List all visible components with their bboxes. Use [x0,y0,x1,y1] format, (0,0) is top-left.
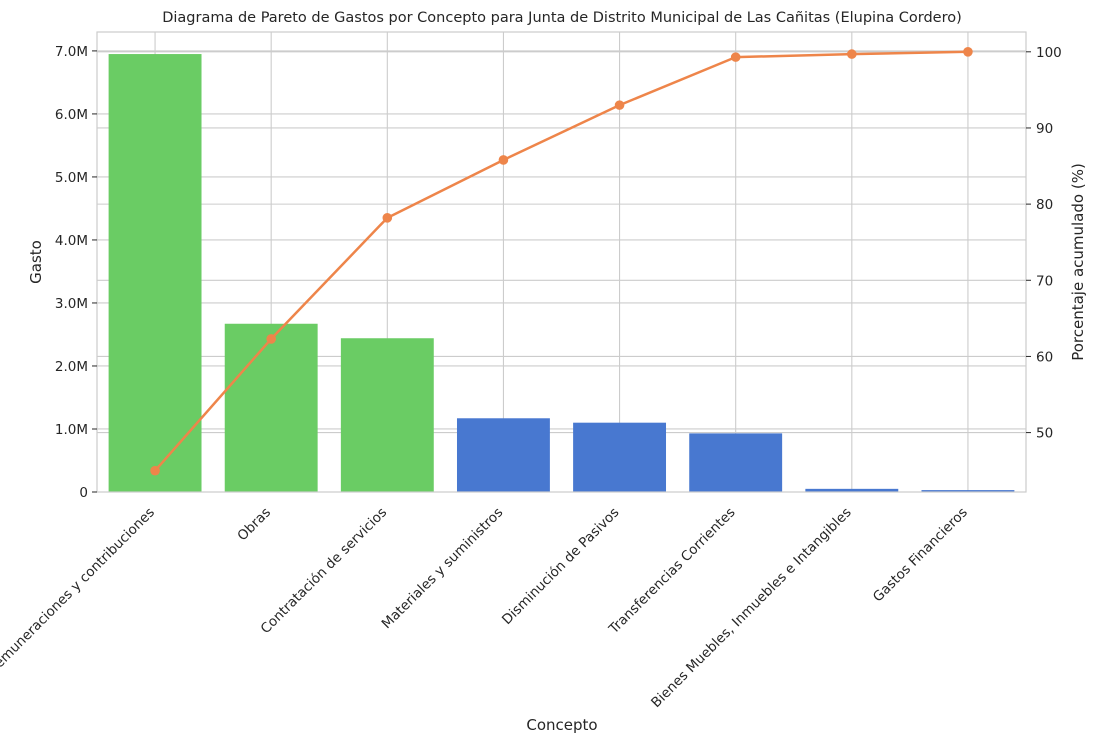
cumulative-point [730,52,741,62]
y-tick-label: 4.0M [55,233,88,249]
cumulative-point [498,155,509,165]
y-tick-label: 2.0M [55,359,88,375]
cumulative-point [614,100,625,110]
x-tick-label: Transferencias Corrientes [605,505,738,638]
y2-tick-label: 80 [1036,197,1053,213]
y2-tick-label: 60 [1036,349,1053,365]
y2-tick-label: 50 [1036,426,1053,442]
y2-axis-label: Porcentaje acumulado (%) [1069,163,1087,361]
x-tick-label: Obras [234,505,274,545]
bar [456,418,550,492]
y-tick-label: 0 [79,485,88,501]
x-axis-label: Concepto [526,716,597,734]
bar [921,490,1015,492]
chart-title: Diagrama de Pareto de Gastos por Concept… [162,10,962,26]
y2-axis-ticks: 50 60 70 80 90 100 [1026,45,1062,442]
y-tick-label: 1.0M [55,422,88,438]
bar [689,433,783,492]
bar [805,488,899,492]
plot-frame [96,31,1027,493]
bars [108,54,1015,492]
y2-tick-label: 90 [1036,121,1053,137]
cumulative-series-line [154,50,968,472]
grid-lines [97,32,1026,493]
y-axis-ticks: 0 1.0M 2.0M 3.0M 4.0M 5.0M 6.0M 7.0M [55,44,97,501]
bar [573,422,667,492]
cumulative-point [847,49,857,59]
bar [224,323,318,492]
bar [340,338,434,492]
y-tick-label: 5.0M [55,170,88,186]
cumulative-point [382,213,393,223]
y2-tick-label: 70 [1036,273,1053,289]
y-tick-label: 7.0M [55,44,88,60]
y-tick-label: 6.0M [55,107,88,123]
y2-tick-label: 100 [1036,45,1062,61]
cumulative-point [963,47,973,57]
x-tick-label: Remuneraciones y contribuciones [0,505,158,678]
cumulative-point [266,334,276,344]
y-axis-label: Gasto [27,240,45,284]
x-axis-ticks: Remuneraciones y contribuciones ObrasCont… [0,505,971,711]
y-tick-label: 3.0M [55,296,88,312]
x-tick-label: Disminución de Pasivos [499,505,622,628]
cumulative-point [150,465,160,476]
x-tick-label: Bienes Muebles, Inmuebles e Intangibles [648,505,854,711]
bar [108,54,202,492]
x-tick-label: Contratación de servicios [258,505,391,638]
x-tick-label: Materiales y suministros [379,505,507,633]
x-tick-label: Gastos Financieros [870,505,971,606]
cumulative-line [150,47,973,476]
